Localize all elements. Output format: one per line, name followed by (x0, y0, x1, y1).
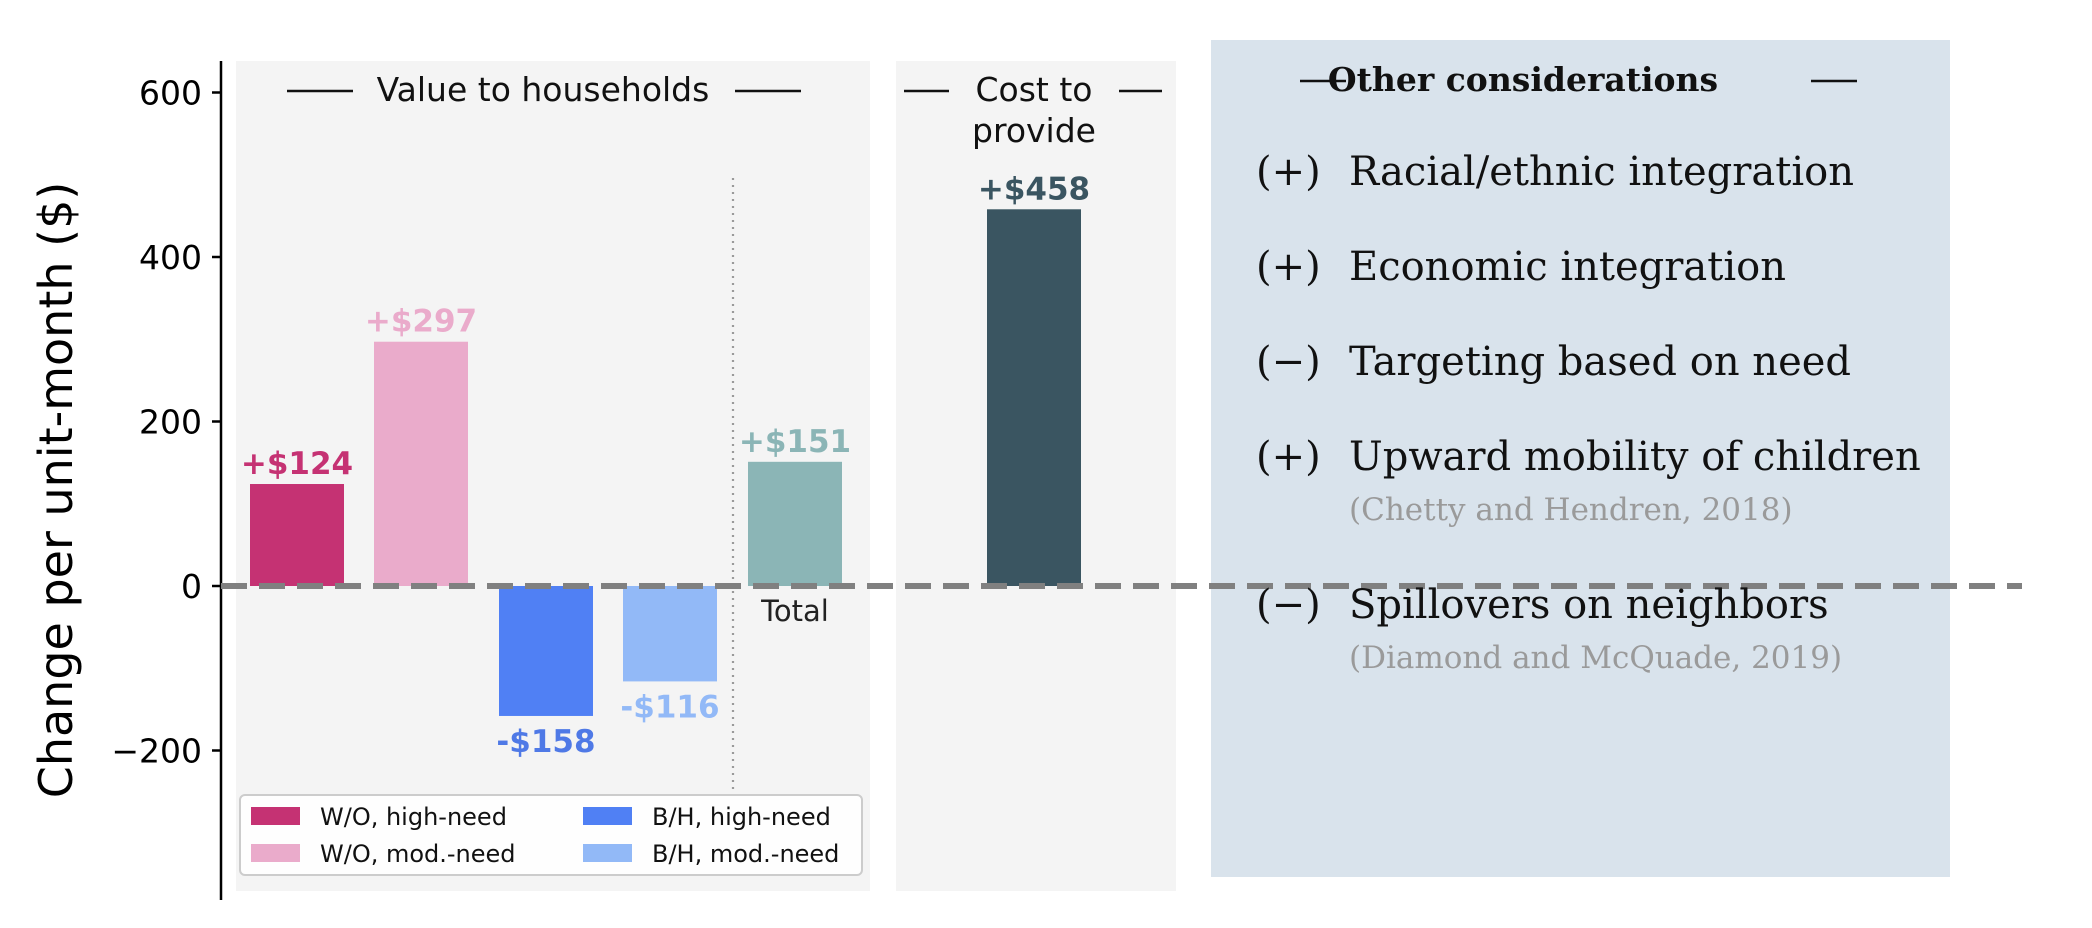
consideration-sign: (−) (1256, 339, 1321, 385)
y-axis-label: Change per unit-month ($) (29, 182, 83, 799)
legend-swatch (251, 844, 300, 862)
y-tick-label: 200 (139, 403, 202, 442)
consideration-text: Upward mobility of children (1349, 434, 1921, 480)
consideration-sign: (+) (1256, 244, 1321, 290)
bars (250, 209, 1081, 716)
consideration-citation: (Diamond and McQuade, 2019) (1349, 640, 1842, 676)
bar-total (748, 461, 842, 586)
consideration-text: Racial/ethnic integration (1349, 149, 1854, 195)
bar-value-label: +$458 (978, 171, 1090, 207)
considerations-title-text: Other considerations (1328, 60, 1718, 99)
bar-w-o-high-need (250, 484, 344, 586)
legend-label: W/O, high-need (320, 803, 507, 831)
value-panel-title: Value to households (287, 70, 801, 109)
y-tick-label: −200 (111, 732, 202, 771)
legend-swatch (583, 807, 632, 825)
consideration-sign: (+) (1256, 434, 1321, 480)
legend-swatch (251, 807, 300, 825)
bar-value-label: -$158 (496, 724, 595, 760)
category-label-total: Total (760, 594, 829, 628)
bar-value-label: +$124 (241, 446, 353, 482)
consideration-text: Targeting based on need (1349, 339, 1851, 385)
consideration-sign: (+) (1256, 149, 1321, 195)
consideration-text: Spillovers on neighbors (1349, 582, 1829, 628)
legend-label: W/O, mod.-need (320, 840, 516, 868)
legend-box (239, 794, 863, 876)
considerations-panel-background (1211, 40, 1950, 877)
bar-value-label: +$151 (739, 424, 851, 460)
y-tick-label: 400 (139, 238, 202, 277)
bar-value-label: -$116 (620, 689, 719, 725)
cost-panel-title: Cost to provide (904, 70, 1162, 150)
cost-panel-title-line2: provide (972, 111, 1096, 150)
y-tick-label: 0 (181, 567, 202, 606)
bar-b-h-high-need (499, 586, 593, 716)
bar-b-h-mod-need (623, 586, 717, 682)
bar-value-label: +$297 (365, 304, 477, 340)
legend-label: B/H, mod.-need (652, 840, 839, 868)
value-panel-title-text: Value to households (377, 70, 710, 109)
legend-label: B/H, high-need (652, 803, 831, 831)
bar-labels: +$124 +$297 -$158 -$116 +$151 Total +$458 (241, 171, 1090, 760)
considerations-list: (+) Racial/ethnic integration (+) Economic … (1256, 149, 1921, 676)
legend-items: W/O, high-need W/O, mod.-need B/H, high-ne… (251, 803, 839, 868)
legend-swatch (583, 844, 632, 862)
considerations-title: Other considerations (1300, 60, 1857, 99)
cost-panel-title-line1: Cost to (976, 70, 1093, 109)
y-ticks: 600 400 200 0 −200 (111, 74, 221, 771)
legend: W/O, high-need W/O, mod.-need B/H, high-ne… (239, 794, 863, 876)
consideration-sign: (−) (1256, 582, 1321, 628)
consideration-text: Economic integration (1349, 244, 1786, 290)
bar-cost-to-provide (987, 209, 1081, 587)
y-tick-label: 600 (139, 74, 202, 113)
bar-w-o-mod-need (374, 341, 468, 586)
consideration-citation: (Chetty and Hendren, 2018) (1349, 492, 1793, 528)
